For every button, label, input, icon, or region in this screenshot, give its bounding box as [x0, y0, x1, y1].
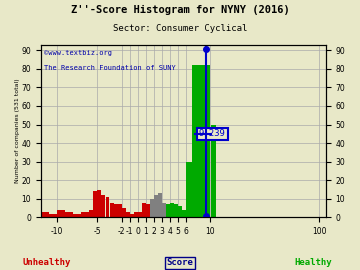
Bar [174, 204, 178, 217]
Bar [166, 204, 170, 217]
Bar [134, 212, 138, 217]
Bar [126, 212, 130, 217]
Bar [41, 212, 49, 217]
Text: Sector: Consumer Cyclical: Sector: Consumer Cyclical [113, 24, 247, 33]
Bar [102, 195, 105, 217]
Bar [150, 199, 154, 217]
Bar [81, 212, 89, 217]
Bar [193, 65, 210, 217]
Bar [162, 202, 166, 217]
Bar [114, 204, 117, 217]
Bar [98, 190, 102, 217]
Text: Healthy: Healthy [294, 258, 332, 267]
Bar [142, 202, 146, 217]
Bar [154, 195, 158, 217]
Bar [49, 214, 57, 217]
Bar [57, 210, 65, 217]
Bar [65, 212, 73, 217]
Bar [146, 204, 150, 217]
Text: Z''-Score Histogram for NYNY (2016): Z''-Score Histogram for NYNY (2016) [71, 5, 289, 15]
Y-axis label: Number of companies (531 total): Number of companies (531 total) [15, 79, 20, 183]
Bar [138, 212, 142, 217]
Bar [122, 208, 126, 217]
Bar [158, 193, 162, 217]
Bar [105, 197, 109, 217]
Bar [130, 214, 134, 217]
Bar [170, 202, 174, 217]
Bar [109, 202, 113, 217]
Text: Score: Score [167, 258, 193, 267]
Text: The Research Foundation of SUNY: The Research Foundation of SUNY [44, 65, 175, 72]
Bar [73, 214, 81, 217]
Bar [178, 206, 182, 217]
Bar [211, 124, 216, 217]
Bar [93, 191, 97, 217]
Bar [89, 210, 93, 217]
Bar [118, 204, 122, 217]
Bar [182, 210, 186, 217]
Text: Unhealthy: Unhealthy [23, 258, 71, 267]
Bar [186, 162, 192, 217]
Text: ©www.textbiz.org: ©www.textbiz.org [44, 50, 112, 56]
Text: 9.239: 9.239 [199, 129, 226, 138]
